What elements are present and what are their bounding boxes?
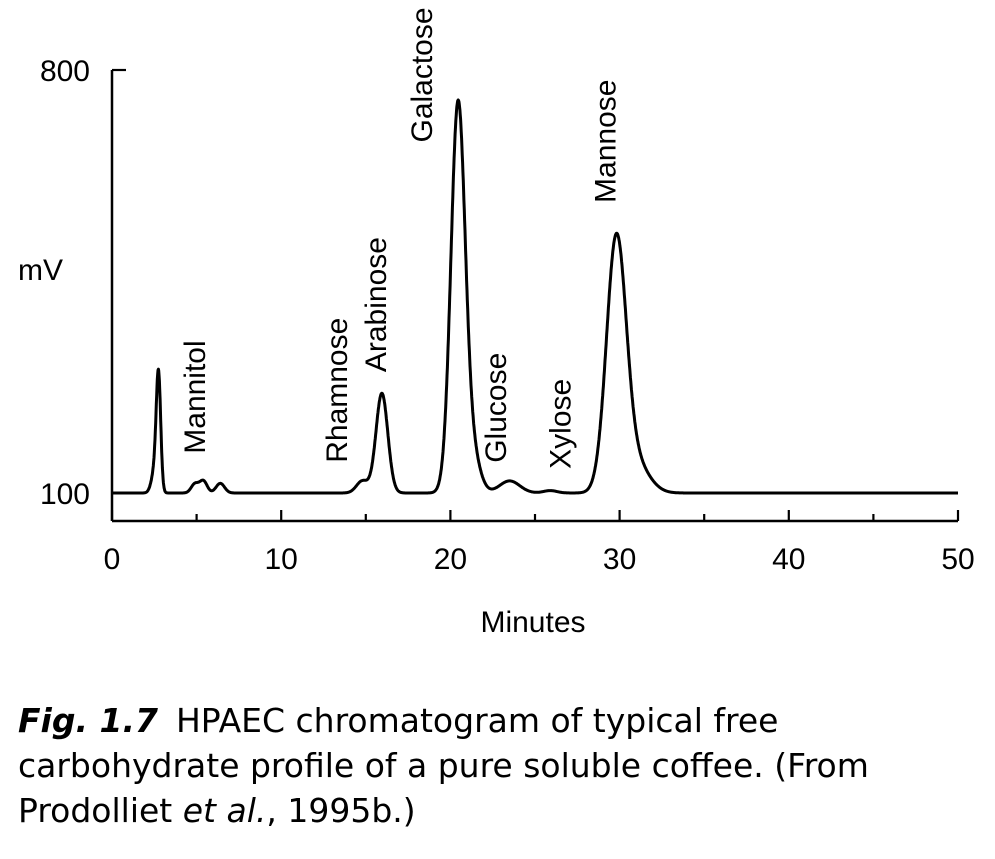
peak-label-mannose: Mannose: [589, 80, 622, 203]
y-axis-title: mV: [18, 254, 63, 287]
x-tick-label: 10: [265, 543, 298, 576]
x-tick-label: 0: [104, 543, 121, 576]
x-tick-label: 30: [603, 543, 636, 576]
tick-labels: 0 10 20 30 40 50 100 800: [40, 55, 975, 576]
caption-text-end: , 1995b.): [266, 791, 416, 830]
chromatogram-trace: [110, 98, 960, 495]
caption-text: HPAEC chromatogram of typical free carbo…: [18, 701, 869, 830]
peak-label-glucose: Glucose: [480, 353, 513, 463]
caption-italic: et al.: [182, 791, 267, 830]
chromatogram-chart: 0 10 20 30 40 50 100 800 Mannitol RhamnoseArabin…: [18, 7, 975, 639]
x-tick-label: 20: [434, 543, 467, 576]
axes: [110, 68, 960, 523]
peak-label-mannitol: Mannitol: [179, 340, 212, 453]
y-tick-label: 800: [40, 55, 90, 88]
peak-label-xylose: Xylose: [545, 379, 578, 469]
x-tick-label: 40: [772, 543, 805, 576]
figure-number: Fig. 1.7: [18, 701, 158, 740]
chromatogram-trace-group: [110, 98, 960, 495]
x-tick-label: 50: [941, 543, 974, 576]
x-axis-title: Minutes: [480, 606, 585, 639]
y-tick-label: 100: [40, 478, 90, 511]
figure-caption: Fig. 1.7 HPAEC chromatogram of typical fr…: [18, 698, 978, 833]
peak-label-rhamnose: Rhamnose: [321, 318, 354, 463]
peak-label-galactose: Galactose: [406, 7, 439, 142]
peak-label-arabinose: Arabinose: [360, 237, 393, 372]
